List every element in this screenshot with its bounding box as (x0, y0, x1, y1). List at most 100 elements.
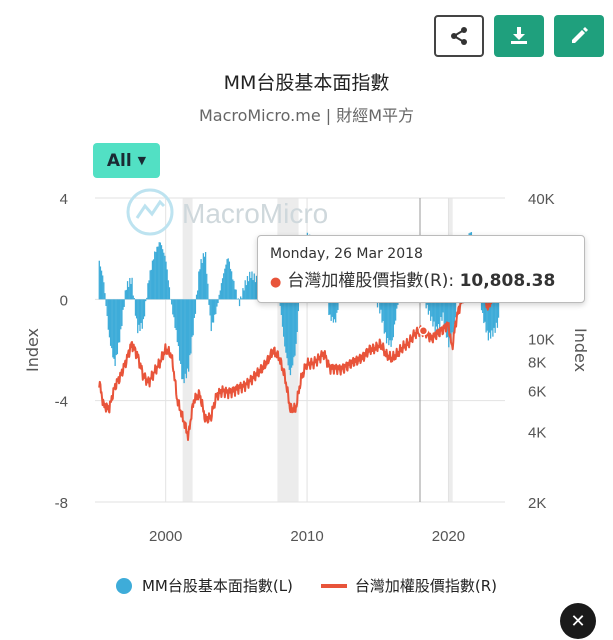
fundamental-bar (250, 277, 252, 300)
gridlines (95, 197, 505, 503)
x-tick-label: 2020 (432, 528, 465, 545)
fundamental-bar (234, 289, 236, 300)
fundamental-bar (221, 278, 224, 300)
right-axis-title: Index (571, 328, 590, 372)
fundamental-bar (208, 299, 210, 305)
fundamental-bar (335, 299, 337, 323)
fundamental-bar (202, 253, 204, 300)
fundamental-bar (123, 299, 125, 307)
fundamental-bar (485, 299, 487, 333)
tooltip-dot-icon: ● (270, 275, 282, 290)
fundamental-bar (106, 299, 108, 317)
range-all-label: All (106, 150, 132, 171)
fundamental-bar (108, 299, 111, 338)
fundamental-bar (176, 299, 178, 343)
fundamental-bar (207, 283, 209, 300)
fundamental-bar (103, 282, 105, 300)
fundamental-bar (332, 299, 335, 323)
fundamental-bar (251, 271, 253, 300)
fundamental-bar (223, 273, 225, 300)
fundamental-bar (385, 299, 388, 344)
taiex-series (98, 276, 501, 441)
fundamental-bar (105, 299, 107, 307)
fundamental-bar (484, 299, 486, 322)
right-tick-label: 2K (528, 495, 546, 512)
fundamental-bar (102, 275, 104, 300)
fundamental-bar (122, 299, 124, 310)
download-button[interactable] (494, 15, 544, 57)
fundamental-bar (388, 299, 390, 346)
fundamental-bar (186, 299, 189, 369)
range-all-button[interactable]: All ▼ (93, 143, 160, 178)
fundamental-bar (212, 299, 215, 323)
legend-item-fundamental[interactable]: MM台股基本面指數(L) (115, 575, 293, 596)
fundamental-bar (177, 299, 180, 347)
fundamental-bar (132, 295, 134, 300)
legend-item-taiex[interactable]: 台灣加權股價指數(R) (320, 575, 498, 596)
fundamental-bar (241, 298, 243, 300)
fundamental-bar (292, 299, 294, 366)
fundamental-bar (480, 299, 483, 311)
fundamental-bar (128, 286, 130, 300)
legend-label-taiex: 台灣加權股價指數(R) (354, 577, 498, 595)
fundamental-bar (180, 299, 182, 364)
chart-subtitle: MacroMicro.me | 財經M平方 (198, 106, 415, 125)
fundamental-bar (437, 299, 440, 325)
fundamental-bar (191, 299, 193, 337)
fundamental-bar (178, 299, 181, 361)
fundamental-bar (112, 299, 114, 358)
fundamental-bar (383, 299, 385, 334)
fundamental-bar (150, 269, 152, 300)
fundamental-bar (203, 256, 206, 300)
fundamental-bar (387, 299, 389, 338)
fundamental-bar (163, 252, 165, 300)
taiex-highlight-point (418, 326, 429, 336)
fundamental-bar (98, 260, 100, 300)
fundamental-bar (130, 283, 132, 300)
fundamental-bar (149, 270, 151, 300)
fundamental-bar (167, 280, 169, 300)
left-tick-label: 4 (60, 191, 68, 208)
fundamental-bar (441, 299, 443, 321)
fundamental-bar (254, 282, 257, 300)
fundamental-bar (211, 299, 214, 323)
fundamental-bar (217, 299, 219, 304)
fundamental-bar (198, 271, 200, 300)
fundamental-bar (297, 299, 300, 312)
right-tick-label: 6K (528, 384, 546, 401)
fundamental-bar (129, 277, 131, 300)
fundamental-bar (494, 299, 496, 333)
fundamental-bar (243, 290, 245, 300)
fundamental-bar (287, 299, 289, 366)
fundamental-bar (156, 246, 158, 300)
share-button[interactable] (434, 15, 484, 57)
close-button[interactable]: ✕ (560, 603, 596, 639)
fundamental-bar (116, 299, 119, 355)
left-tick-label: -8 (55, 495, 68, 512)
fundamental-bar (111, 299, 113, 349)
x-axis-ticks: 2000 2010 2020 (149, 528, 465, 545)
x-tick-label: 2010 (290, 528, 323, 545)
legend-line-icon (320, 583, 347, 588)
fundamental-bar (161, 249, 164, 300)
fundamental-bar (175, 299, 177, 331)
fundamental-bar (430, 299, 432, 321)
fundamental-bar (329, 299, 331, 315)
fundamental-bar (168, 287, 171, 300)
edit-button[interactable] (554, 15, 604, 57)
fundamental-bar (280, 299, 283, 315)
fundamental-bar (497, 299, 500, 318)
fundamental-bar (219, 290, 221, 300)
fundamental-bar (193, 299, 195, 318)
fundamental-bar (113, 299, 115, 359)
fundamental-bar (496, 299, 499, 328)
fundamental-bar (230, 271, 233, 300)
fundamental-bar (296, 299, 298, 332)
fundamental-bar (152, 259, 155, 300)
fundamental-bar (142, 299, 145, 320)
pencil-icon (572, 27, 588, 43)
fundamental-bar (139, 299, 141, 331)
fundamental-bar (133, 298, 136, 300)
fundamental-bar (389, 299, 391, 341)
watermark-text: MacroMicro (182, 198, 328, 229)
